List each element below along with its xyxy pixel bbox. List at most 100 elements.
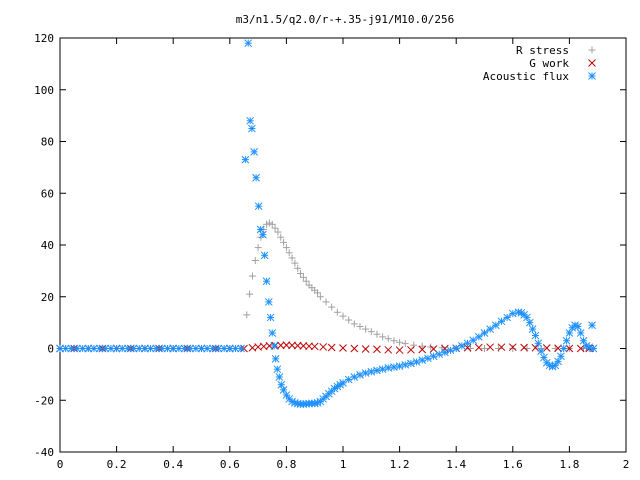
data-point xyxy=(395,362,404,370)
data-point xyxy=(412,358,421,366)
data-point xyxy=(310,342,319,351)
y-tick-label: 40 xyxy=(41,239,54,252)
data-point xyxy=(241,155,250,164)
data-point xyxy=(384,335,392,343)
data-point xyxy=(254,244,262,252)
data-point xyxy=(262,277,271,286)
data-point xyxy=(480,329,489,337)
data-point xyxy=(576,329,585,337)
y-tick-label: 20 xyxy=(41,291,54,304)
data-point xyxy=(248,124,256,133)
data-point xyxy=(339,312,347,320)
data-point xyxy=(252,173,260,182)
data-point xyxy=(268,329,277,337)
y-tick-label: 80 xyxy=(41,136,54,149)
data-point xyxy=(373,330,381,338)
x-tick-label: 0 xyxy=(57,458,64,471)
legend-label: G work xyxy=(529,57,569,70)
data-point xyxy=(407,359,415,368)
series-2 xyxy=(56,39,598,408)
legend-label: R stress xyxy=(516,44,569,57)
data-point xyxy=(266,313,275,322)
data-point xyxy=(271,224,279,232)
data-point xyxy=(361,345,370,353)
data-point xyxy=(180,344,189,353)
data-point xyxy=(297,269,305,277)
data-point xyxy=(589,344,598,353)
data-point xyxy=(559,344,568,353)
data-point xyxy=(90,344,98,353)
data-point xyxy=(528,325,537,333)
x-tick-label: 0.2 xyxy=(107,458,127,471)
y-tick-label: 0 xyxy=(47,343,54,356)
chart-title: m3/n1.5/q2.0/r-+.35-j91/M10.0/256 xyxy=(236,13,455,26)
data-point xyxy=(446,346,455,355)
data-point xyxy=(305,342,313,351)
x-tick-label: 1.2 xyxy=(390,458,410,471)
data-point xyxy=(384,364,393,372)
data-point xyxy=(322,298,330,306)
data-point xyxy=(291,259,299,267)
y-tick-label: 100 xyxy=(34,84,54,97)
y-tick-label: 60 xyxy=(41,187,54,200)
data-point xyxy=(294,264,302,272)
data-point xyxy=(508,343,517,352)
data-point xyxy=(288,341,296,350)
data-point xyxy=(265,298,273,306)
data-point xyxy=(503,313,511,322)
data-point xyxy=(525,318,534,327)
data-point xyxy=(259,230,267,239)
data-point xyxy=(319,343,328,351)
data-point xyxy=(316,293,324,301)
data-point xyxy=(273,365,282,374)
data-point xyxy=(542,344,551,352)
legend-marker xyxy=(588,59,596,67)
data-point xyxy=(274,228,282,236)
data-point xyxy=(418,356,427,364)
data-point xyxy=(531,331,540,340)
data-point xyxy=(299,273,307,281)
data-point xyxy=(293,341,302,350)
x-tick-label: 0.8 xyxy=(276,458,296,471)
axis-ticks: 0 0.2 0.4 0.6 0.8 1 1.2 1.4 1.6 1.8 2 -40 -20 0 20 40 60… xyxy=(34,32,629,471)
data-point xyxy=(497,317,506,326)
data-point xyxy=(314,289,322,297)
data-point xyxy=(328,303,336,311)
data-point xyxy=(254,202,263,211)
data-point xyxy=(390,337,398,345)
data-point xyxy=(384,345,393,354)
data-point xyxy=(554,344,562,353)
data-point xyxy=(379,333,387,341)
data-point xyxy=(246,290,254,298)
data-point xyxy=(231,344,240,353)
data-point xyxy=(367,328,375,336)
data-point xyxy=(285,249,293,257)
x-tick-label: 0.4 xyxy=(163,458,183,471)
data-point xyxy=(497,343,506,352)
data-point xyxy=(520,343,528,352)
data-point xyxy=(350,320,358,328)
data-point xyxy=(418,345,427,354)
x-tick-label: 1.4 xyxy=(446,458,466,471)
legend-marker xyxy=(588,46,596,54)
data-point xyxy=(396,338,404,346)
data-point xyxy=(260,251,269,260)
data-point xyxy=(407,345,415,354)
data-point xyxy=(401,340,409,348)
data-marks xyxy=(56,39,598,408)
data-point xyxy=(435,350,444,359)
data-point xyxy=(271,354,280,363)
data-point xyxy=(78,344,87,353)
y-tick-label: -20 xyxy=(34,394,54,407)
data-point xyxy=(220,344,228,353)
data-point xyxy=(469,336,478,345)
data-point xyxy=(288,254,296,262)
data-point xyxy=(277,233,285,241)
data-point xyxy=(362,325,370,333)
data-point xyxy=(327,343,336,352)
data-point xyxy=(339,344,347,352)
data-point xyxy=(248,272,256,280)
data-point xyxy=(276,341,285,350)
